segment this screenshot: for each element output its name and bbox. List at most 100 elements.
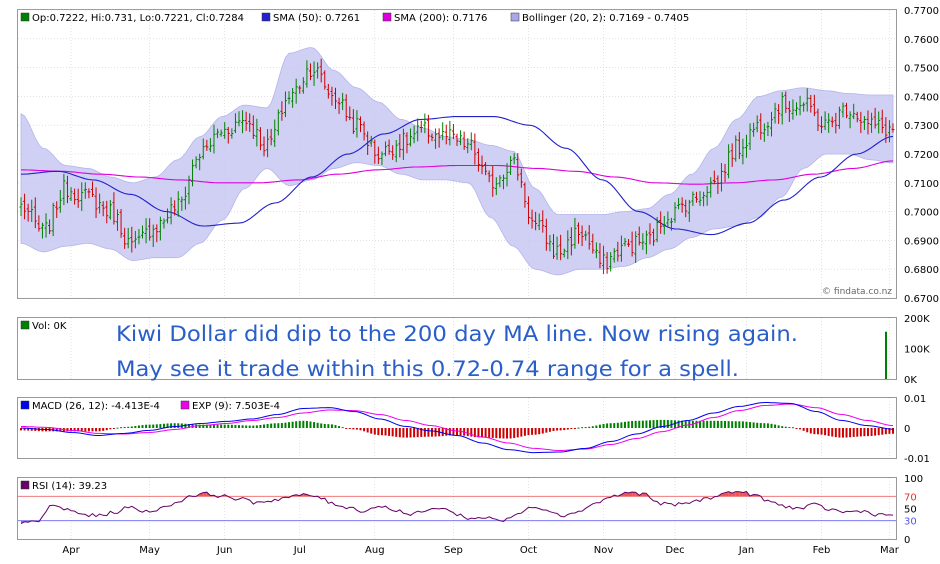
macd-histogram-bar xyxy=(846,428,848,437)
rsi-tick-label: 0 xyxy=(904,535,910,546)
month-tick-label: Apr xyxy=(62,545,80,556)
legend-swatch-volume xyxy=(21,321,29,329)
macd-histogram-bar xyxy=(770,424,772,428)
macd-histogram-bar xyxy=(635,421,637,428)
macd-histogram-bar xyxy=(574,428,576,429)
macd-histogram-bar xyxy=(763,423,765,428)
volume-tick-label: 200K xyxy=(904,314,930,325)
macd-histogram-bar xyxy=(320,423,322,428)
macd-histogram-bar xyxy=(338,426,340,428)
legend-macd: MACD (26, 12): -4.413E-4 xyxy=(32,401,160,412)
macd-histogram-bar xyxy=(628,421,630,428)
macd-histogram-bar xyxy=(292,422,294,428)
macd-histogram-bar xyxy=(424,428,426,437)
macd-histogram-bar xyxy=(524,428,526,436)
macd-histogram-bar xyxy=(452,428,454,435)
macd-histogram-bar xyxy=(116,428,118,429)
macd-histogram-bar xyxy=(849,428,851,437)
macd-histogram-bar xyxy=(549,428,551,432)
macd-histogram-bar xyxy=(831,428,833,437)
macd-histogram-bar xyxy=(753,422,755,428)
macd-histogram-bar xyxy=(810,428,812,433)
legend-swatch-sma200 xyxy=(383,13,391,21)
macd-histogram-bar xyxy=(349,428,351,429)
macd-histogram-bar xyxy=(356,428,358,430)
macd-histogram-bar xyxy=(88,428,90,431)
volume-tick-label: 100K xyxy=(904,345,930,356)
macd-histogram-bar xyxy=(792,427,794,428)
macd-histogram-bar xyxy=(624,422,626,428)
macd-histogram-bar xyxy=(299,421,301,428)
macd-histogram-bar xyxy=(760,423,762,428)
macd-histogram-bar xyxy=(878,428,880,435)
macd-histogram-bar xyxy=(435,428,437,437)
macd-histogram-bar xyxy=(860,428,862,436)
macd-histogram-bar xyxy=(778,425,780,428)
legend-bollinger: Bollinger (20, 2): 0.7169 - 0.7405 xyxy=(522,13,689,24)
macd-histogram-bar xyxy=(724,421,726,428)
macd-histogram-bar xyxy=(738,421,740,428)
macd-histogram-bar xyxy=(327,424,329,428)
rsi-tick-label: 30 xyxy=(904,517,917,528)
macd-histogram-bar xyxy=(381,428,383,435)
macd-histogram-bar xyxy=(617,423,619,428)
legend-volume: Vol: 0K xyxy=(32,321,67,332)
macd-histogram-bar xyxy=(517,428,519,437)
macd-histogram-bar xyxy=(174,423,176,428)
macd-histogram-bar xyxy=(159,424,161,428)
macd-histogram-bar xyxy=(467,428,469,436)
macd-histogram-bar xyxy=(317,423,319,428)
macd-histogram-bar xyxy=(499,428,501,438)
macd-histogram-bar xyxy=(735,421,737,428)
macd-histogram-bar xyxy=(352,428,354,429)
macd-tick-label: -0.01 xyxy=(904,454,930,465)
macd-histogram-bar xyxy=(588,427,590,428)
macd-histogram-bar xyxy=(334,425,336,428)
macd-histogram-bar xyxy=(824,428,826,435)
macd-histogram-bar xyxy=(581,427,583,428)
macd-histogram-bar xyxy=(295,421,297,428)
macd-histogram-bar xyxy=(502,428,504,438)
legend-swatch-bollinger xyxy=(511,13,519,21)
month-tick-label: Jun xyxy=(216,545,233,556)
macd-histogram-bar xyxy=(152,425,154,428)
macd-histogram-bar xyxy=(99,428,101,431)
macd-histogram-bar xyxy=(331,424,333,428)
price-legend: Op:0.7222, Hi:0.731, Lo:0.7221, Cl:0.728… xyxy=(21,13,689,24)
volume-bar xyxy=(885,332,887,379)
macd-histogram-bar xyxy=(495,428,497,438)
macd-histogram-bar xyxy=(535,428,537,435)
macd-histogram-bar xyxy=(124,427,126,428)
legend-swatch-ohlc xyxy=(21,13,29,21)
rsi-panel-frame xyxy=(18,478,897,540)
price-tick-label: 0.7400 xyxy=(904,92,939,103)
macd-histogram-bar xyxy=(713,421,715,428)
macd-histogram-bar xyxy=(563,428,565,430)
macd-histogram-bar xyxy=(399,428,401,437)
macd-histogram-bar xyxy=(717,421,719,428)
macd-histogram-bar xyxy=(274,423,276,428)
macd-histogram-bar xyxy=(324,424,326,428)
macd-histogram-bar xyxy=(109,428,111,429)
rsi-overbought-fill xyxy=(736,492,740,497)
price-tick-label: 0.6900 xyxy=(904,236,939,247)
macd-histogram-bar xyxy=(217,425,219,428)
macd-histogram-bar xyxy=(177,423,179,428)
macd-histogram-bar xyxy=(817,428,819,434)
macd-histogram-bar xyxy=(874,428,876,436)
macd-histogram-bar xyxy=(560,428,562,430)
legend-swatch-rsi xyxy=(21,481,29,489)
macd-histogram-bar xyxy=(131,426,133,428)
price-tick-label: 0.7600 xyxy=(904,35,939,46)
month-tick-label: Aug xyxy=(365,545,385,556)
macd-histogram-bar xyxy=(703,421,705,428)
macd-histogram-bar xyxy=(249,426,251,428)
macd-histogram-bar xyxy=(84,428,86,431)
macd-histogram-bar xyxy=(306,421,308,428)
macd-histogram-bar xyxy=(213,425,215,428)
macd-histogram-bar xyxy=(402,428,404,438)
macd-tick-label: 0.01 xyxy=(904,394,926,405)
macd-histogram-bar xyxy=(485,428,487,438)
